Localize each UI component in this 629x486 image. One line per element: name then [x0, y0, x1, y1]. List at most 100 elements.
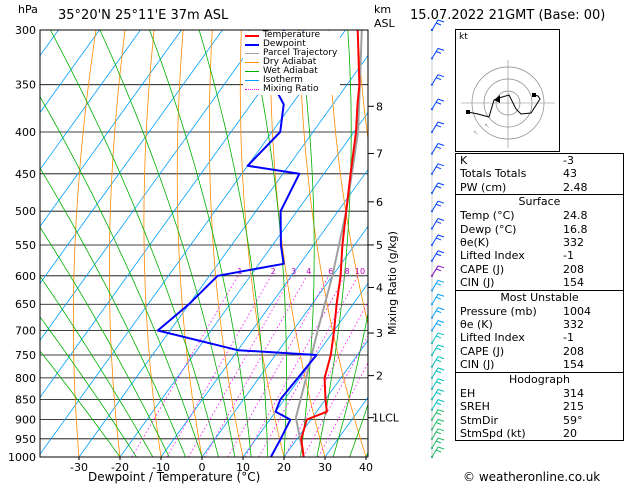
legend-swatch	[245, 43, 259, 46]
dry-adiabat	[298, 30, 367, 457]
legend-label: Wet Adiabat	[263, 66, 318, 76]
pressure-tick-label: 750	[15, 349, 36, 362]
stat-label: Lifted Index	[460, 331, 525, 345]
wind-barb	[430, 307, 445, 319]
legend-label: Isotherm	[263, 75, 303, 85]
wind-barb	[430, 367, 445, 380]
most-unstable-box: Most Unstable Pressure (mb) 1004 θe (K) 332…	[455, 290, 624, 373]
wind-barb	[430, 428, 445, 441]
stat-label: EH	[460, 386, 476, 400]
wind-barb	[430, 293, 445, 306]
isotherm	[242, 282, 368, 457]
wind-barb	[430, 98, 445, 111]
legend-label: Mixing Ratio	[263, 84, 319, 94]
stat-value: -1	[563, 249, 574, 263]
wind-barb	[430, 265, 445, 278]
svg-text:↖: ↖	[473, 129, 479, 137]
wet-adiabat	[349, 403, 368, 457]
temp-tick-label: -30	[70, 461, 88, 474]
legend-entry: Dewpoint	[245, 40, 337, 49]
tt-label: Totals Totals	[460, 167, 527, 181]
wet-adiabat	[149, 30, 252, 457]
stat-label: Temp (°C)	[460, 209, 515, 223]
legend-entry: Wet Adiabat	[245, 67, 337, 76]
pressure-tick-label: 900	[15, 414, 36, 427]
km-label: 1LCL	[372, 412, 400, 425]
wind-barb	[430, 163, 445, 176]
dry-adiabat	[176, 30, 203, 457]
datetime: 15.07.2022 21GMT (Base: 00)	[410, 8, 606, 23]
wind-barb	[430, 121, 445, 134]
stat-value: 208	[563, 344, 584, 358]
mixing-ratio-label: 10	[355, 267, 365, 276]
stat-value: 215	[563, 400, 584, 414]
dry-adiabat	[109, 30, 126, 457]
wet-adiabat	[40, 226, 170, 457]
wet-adiabat	[40, 275, 154, 457]
stat-value: 1004	[563, 304, 591, 318]
km-label: 4	[376, 281, 383, 294]
pressure-tick-label: 350	[15, 79, 36, 92]
temp-tick-label: -20	[111, 461, 129, 474]
isotherm	[78, 54, 368, 457]
isotherm	[40, 30, 223, 285]
stat-row: Pressure (mb) 1004	[456, 305, 623, 318]
wind-barb	[430, 332, 445, 345]
dry-adiabat	[328, 30, 368, 326]
temp-tick-label: 0	[199, 461, 206, 474]
legend-swatch	[245, 80, 259, 81]
wind-barb	[430, 19, 445, 32]
km-label: 8	[376, 100, 383, 113]
legend-label: Dewpoint	[263, 39, 306, 49]
wind-barb	[430, 234, 445, 247]
stat-value: 59°	[563, 413, 583, 427]
dry-adiabat	[208, 30, 244, 457]
wet-adiabat	[316, 30, 352, 457]
legend-entry: Isotherm	[245, 76, 337, 85]
stat-label: θe (K)	[460, 318, 493, 332]
copyright: © weatheronline.co.uk	[463, 470, 601, 484]
wind-barb	[430, 74, 445, 86]
wet-adiabat	[40, 316, 137, 457]
isotherm	[160, 168, 368, 457]
mixing-ratio-line	[227, 275, 330, 457]
x-axis-label: Dewpoint / Temperature (°C)	[88, 470, 261, 484]
stat-row: StmDir 59°	[456, 414, 623, 427]
mixing-ratio-axis-label: Mixing Ratio (g/kg)	[386, 231, 399, 335]
stat-value: 332	[563, 236, 584, 250]
legend-label: Parcel Trajectory	[263, 48, 338, 58]
isotherm	[40, 30, 141, 171]
temp-tick-label: 30	[318, 461, 332, 474]
legend-swatch	[245, 34, 259, 37]
stat-value: -1	[563, 331, 574, 345]
pressure-tick-label: 500	[15, 205, 36, 218]
mixing-ratio-label: 8	[345, 267, 350, 276]
wind-barb	[430, 320, 445, 332]
mixing-ratio-label: 3	[291, 267, 296, 276]
legend: Temperature Dewpoint Parcel Trajectory Dry …	[243, 31, 341, 95]
dry-adiabat	[73, 30, 97, 457]
stat-label: θe(K)	[460, 236, 490, 250]
parcel-trajectory	[294, 30, 363, 457]
mixing-ratio-line	[244, 275, 346, 457]
stat-row: Lifted Index -1	[456, 331, 623, 344]
stat-row: CAPE (J) 208	[456, 345, 623, 358]
mixing-ratio-line	[188, 275, 293, 457]
stat-label: Dewp (°C)	[460, 222, 517, 236]
stat-row: StmSpd (kt) 20	[456, 427, 623, 440]
legend-label: Dry Adiabat	[263, 57, 317, 67]
stat-row: Dewp (°C) 16.8	[456, 223, 623, 236]
wet-adiabat	[40, 350, 121, 457]
dry-adiabat	[239, 30, 285, 457]
stat-row: CIN (J) 154	[456, 358, 623, 371]
stat-label: StmSpd (kt)	[460, 426, 526, 440]
hodograph-stats-box: Hodograph EH 314 SREH 215 StmDir 59° StmSpd (k…	[455, 372, 624, 442]
stat-value: 16.8	[563, 222, 588, 236]
legend-entry: Parcel Trajectory	[245, 49, 337, 58]
isotherm	[40, 30, 305, 398]
temp-tick-label: -10	[152, 461, 170, 474]
stat-value: 208	[563, 262, 584, 276]
legend-swatch	[245, 53, 259, 54]
pressure-tick-label: 600	[15, 270, 36, 283]
pressure-tick-label: 1000	[8, 451, 36, 464]
